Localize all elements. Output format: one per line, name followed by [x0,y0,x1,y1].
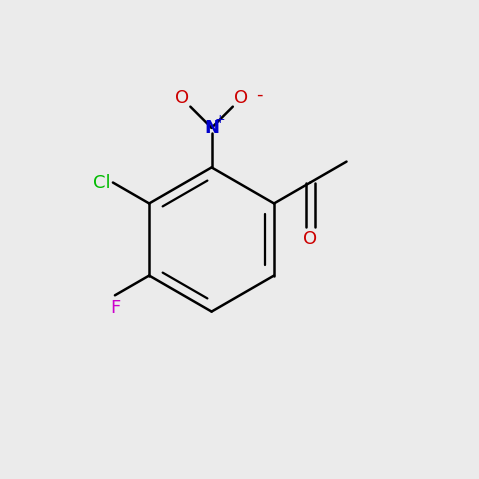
Text: O: O [303,230,318,249]
Text: O: O [234,89,248,107]
Text: Cl: Cl [93,173,111,192]
Text: F: F [110,299,120,317]
Text: -: - [256,86,262,103]
Text: N: N [204,119,219,137]
Text: O: O [175,89,189,107]
Text: +: + [215,113,225,126]
